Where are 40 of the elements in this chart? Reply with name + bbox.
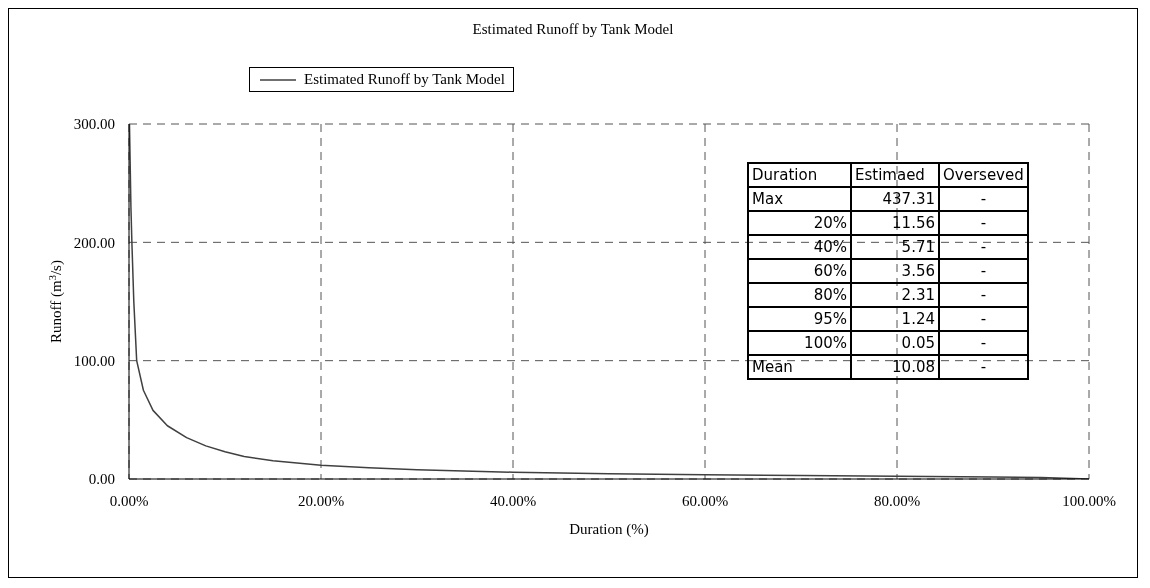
annotation: 20% bbox=[748, 211, 851, 235]
annotation: 0.05 bbox=[851, 331, 939, 355]
x-tick-label: 60.00% bbox=[681, 492, 729, 509]
annotation: - bbox=[939, 283, 1028, 307]
y-tick-label: 200.00 bbox=[73, 234, 115, 251]
annotation: Overseved bbox=[939, 163, 1028, 187]
x-tick-label: 40.00% bbox=[489, 492, 537, 509]
annotation: - bbox=[939, 211, 1028, 235]
annotation: - bbox=[939, 331, 1028, 355]
annotation: - bbox=[939, 259, 1028, 283]
annotation: Duration bbox=[748, 163, 851, 187]
annotation: 80% bbox=[748, 283, 851, 307]
y-tick-label: 100.00 bbox=[73, 352, 115, 369]
x-tick-label: 100.00% bbox=[1062, 492, 1116, 509]
annotation: Max bbox=[748, 187, 851, 211]
annotation: 95% bbox=[748, 307, 851, 331]
x-tick-label: 20.00% bbox=[297, 492, 345, 509]
chart-title: Estimated Runoff by Tank Model bbox=[471, 21, 675, 38]
annotation: 60% bbox=[748, 259, 851, 283]
y-tick-label: 300.00 bbox=[73, 116, 115, 133]
x-tick-label: 0.00% bbox=[109, 492, 149, 509]
annotation: 100% bbox=[748, 331, 851, 355]
annotation: 11.56 bbox=[851, 211, 939, 235]
annotation: 2.31 bbox=[851, 283, 939, 307]
x-tick-label: 80.00% bbox=[873, 492, 921, 509]
x-axis-title: Duration (%) bbox=[569, 521, 649, 538]
annotation: 1.24 bbox=[851, 307, 939, 331]
annotation: - bbox=[939, 307, 1028, 331]
annotation: - bbox=[939, 355, 1028, 379]
annotation: 437.31 bbox=[851, 187, 939, 211]
annotation: - bbox=[939, 187, 1028, 211]
annotation: - bbox=[939, 235, 1028, 259]
annotation: Estimaed bbox=[851, 163, 939, 187]
legend-label: Estimated Runoff by Tank Model bbox=[304, 71, 505, 88]
annotation: 10.08 bbox=[851, 355, 939, 379]
annotation: Mean bbox=[748, 355, 851, 379]
y-tick-label: 0.00 bbox=[88, 471, 115, 488]
annotation: 3.56 bbox=[851, 259, 939, 283]
annotation: 40% bbox=[748, 235, 851, 259]
annotation: 5.71 bbox=[851, 235, 939, 259]
